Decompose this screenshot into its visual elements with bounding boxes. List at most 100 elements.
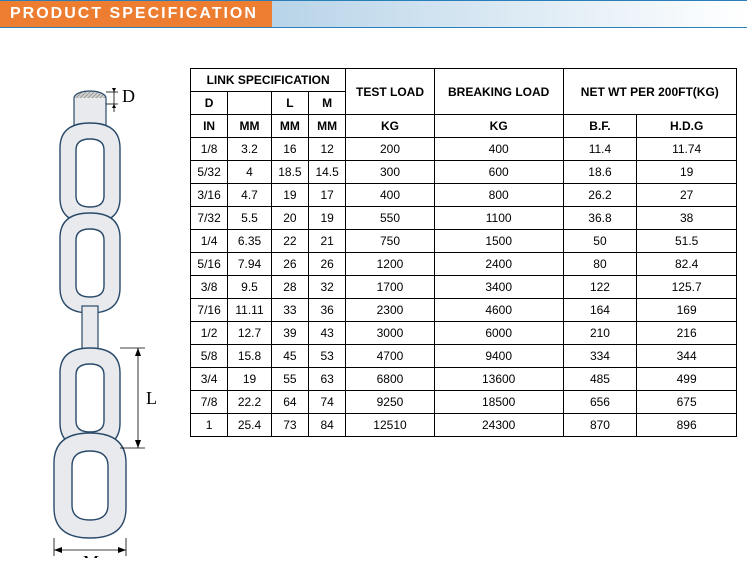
table-row: 5/815.8455347009400334344 — [191, 345, 737, 368]
table-cell: 400 — [346, 184, 434, 207]
col-breaking-load: BREAKING LOAD — [434, 69, 563, 115]
table-cell: 1100 — [434, 207, 563, 230]
table-cell: 36 — [309, 299, 346, 322]
table-cell: 15.8 — [228, 345, 272, 368]
col-l: L — [271, 92, 308, 115]
table-cell: 216 — [637, 322, 737, 345]
table-row: 3/164.7191740080026.227 — [191, 184, 737, 207]
page-title: PRODUCT SPECIFICATION — [0, 1, 272, 27]
table-cell: 656 — [563, 391, 637, 414]
table-cell: 6000 — [434, 322, 563, 345]
table-cell: 3.2 — [228, 138, 272, 161]
table-cell: 550 — [346, 207, 434, 230]
table-cell: 5/16 — [191, 253, 228, 276]
table-cell: 36.8 — [563, 207, 637, 230]
unit-kg-1: KG — [346, 115, 434, 138]
spec-table-container: LINK SPECIFICATION TEST LOAD BREAKING LO… — [185, 68, 737, 558]
table-cell: 4700 — [346, 345, 434, 368]
table-cell: 18500 — [434, 391, 563, 414]
table-cell: 13600 — [434, 368, 563, 391]
table-cell: 7.94 — [228, 253, 272, 276]
table-cell: 169 — [637, 299, 737, 322]
table-cell: 3/4 — [191, 368, 228, 391]
table-cell: 73 — [271, 414, 308, 437]
dim-l-label: L — [146, 388, 157, 408]
table-cell: 25.4 — [228, 414, 272, 437]
table-cell: 485 — [563, 368, 637, 391]
table-cell: 210 — [563, 322, 637, 345]
table-cell: 400 — [434, 138, 563, 161]
table-cell: 64 — [271, 391, 308, 414]
table-cell: 17 — [309, 184, 346, 207]
table-cell: 82.4 — [637, 253, 737, 276]
table-row: 1/46.35222175015005051.5 — [191, 230, 737, 253]
table-cell: 84 — [309, 414, 346, 437]
table-cell: 800 — [434, 184, 563, 207]
table-cell: 4.7 — [228, 184, 272, 207]
col-d: D — [191, 92, 228, 115]
table-cell: 26 — [309, 253, 346, 276]
table-cell: 28 — [271, 276, 308, 299]
table-cell: 20 — [271, 207, 308, 230]
table-cell: 344 — [637, 345, 737, 368]
table-cell: 55 — [271, 368, 308, 391]
table-cell: 1/8 — [191, 138, 228, 161]
table-row: 5/167.942626120024008082.4 — [191, 253, 737, 276]
table-cell: 80 — [563, 253, 637, 276]
table-cell: 11.74 — [637, 138, 737, 161]
table-row: 7/822.26474925018500656675 — [191, 391, 737, 414]
table-cell: 9400 — [434, 345, 563, 368]
dim-m-label: M — [83, 552, 99, 558]
table-row: 5/32418.514.530060018.619 — [191, 161, 737, 184]
table-cell: 4600 — [434, 299, 563, 322]
table-cell: 50 — [563, 230, 637, 253]
unit-mm-2: MM — [271, 115, 308, 138]
table-cell: 32 — [309, 276, 346, 299]
table-cell: 45 — [271, 345, 308, 368]
table-cell: 3/16 — [191, 184, 228, 207]
table-cell: 14.5 — [309, 161, 346, 184]
table-cell: 22.2 — [228, 391, 272, 414]
table-row: 7/325.52019550110036.838 — [191, 207, 737, 230]
table-cell: 26.2 — [563, 184, 637, 207]
table-row: 125.473841251024300870896 — [191, 414, 737, 437]
col-link-spec: LINK SPECIFICATION — [191, 69, 346, 92]
table-cell: 7/8 — [191, 391, 228, 414]
table-cell: 74 — [309, 391, 346, 414]
table-cell: 22 — [271, 230, 308, 253]
col-net-wt: NET WT PER 200FT(KG) — [563, 69, 736, 115]
table-cell: 38 — [637, 207, 737, 230]
table-cell: 26 — [271, 253, 308, 276]
chain-diagram: D L — [10, 68, 185, 558]
table-cell: 3/8 — [191, 276, 228, 299]
table-cell: 125.7 — [637, 276, 737, 299]
table-cell: 675 — [637, 391, 737, 414]
table-cell: 896 — [637, 414, 737, 437]
table-cell: 7/16 — [191, 299, 228, 322]
table-cell: 6.35 — [228, 230, 272, 253]
table-cell: 5.5 — [228, 207, 272, 230]
unit-mm-3: MM — [309, 115, 346, 138]
table-cell: 1/4 — [191, 230, 228, 253]
table-cell: 43 — [309, 322, 346, 345]
table-cell: 750 — [346, 230, 434, 253]
table-cell: 19 — [637, 161, 737, 184]
table-cell: 4 — [228, 161, 272, 184]
unit-in: IN — [191, 115, 228, 138]
table-cell: 9.5 — [228, 276, 272, 299]
table-cell: 18.5 — [271, 161, 308, 184]
unit-kg-2: KG — [434, 115, 563, 138]
table-cell: 1500 — [434, 230, 563, 253]
table-cell: 5/8 — [191, 345, 228, 368]
table-cell: 12 — [309, 138, 346, 161]
table-cell: 11.11 — [228, 299, 272, 322]
table-row: 1/83.2161220040011.411.74 — [191, 138, 737, 161]
header-bar: PRODUCT SPECIFICATION — [0, 0, 747, 28]
spec-table-body: 1/83.2161220040011.411.745/32418.514.530… — [191, 138, 737, 437]
table-cell: 2300 — [346, 299, 434, 322]
table-cell: 2400 — [434, 253, 563, 276]
chain-link-1 — [60, 123, 120, 223]
table-cell: 870 — [563, 414, 637, 437]
table-cell: 11.4 — [563, 138, 637, 161]
col-bf: B.F. — [563, 115, 637, 138]
